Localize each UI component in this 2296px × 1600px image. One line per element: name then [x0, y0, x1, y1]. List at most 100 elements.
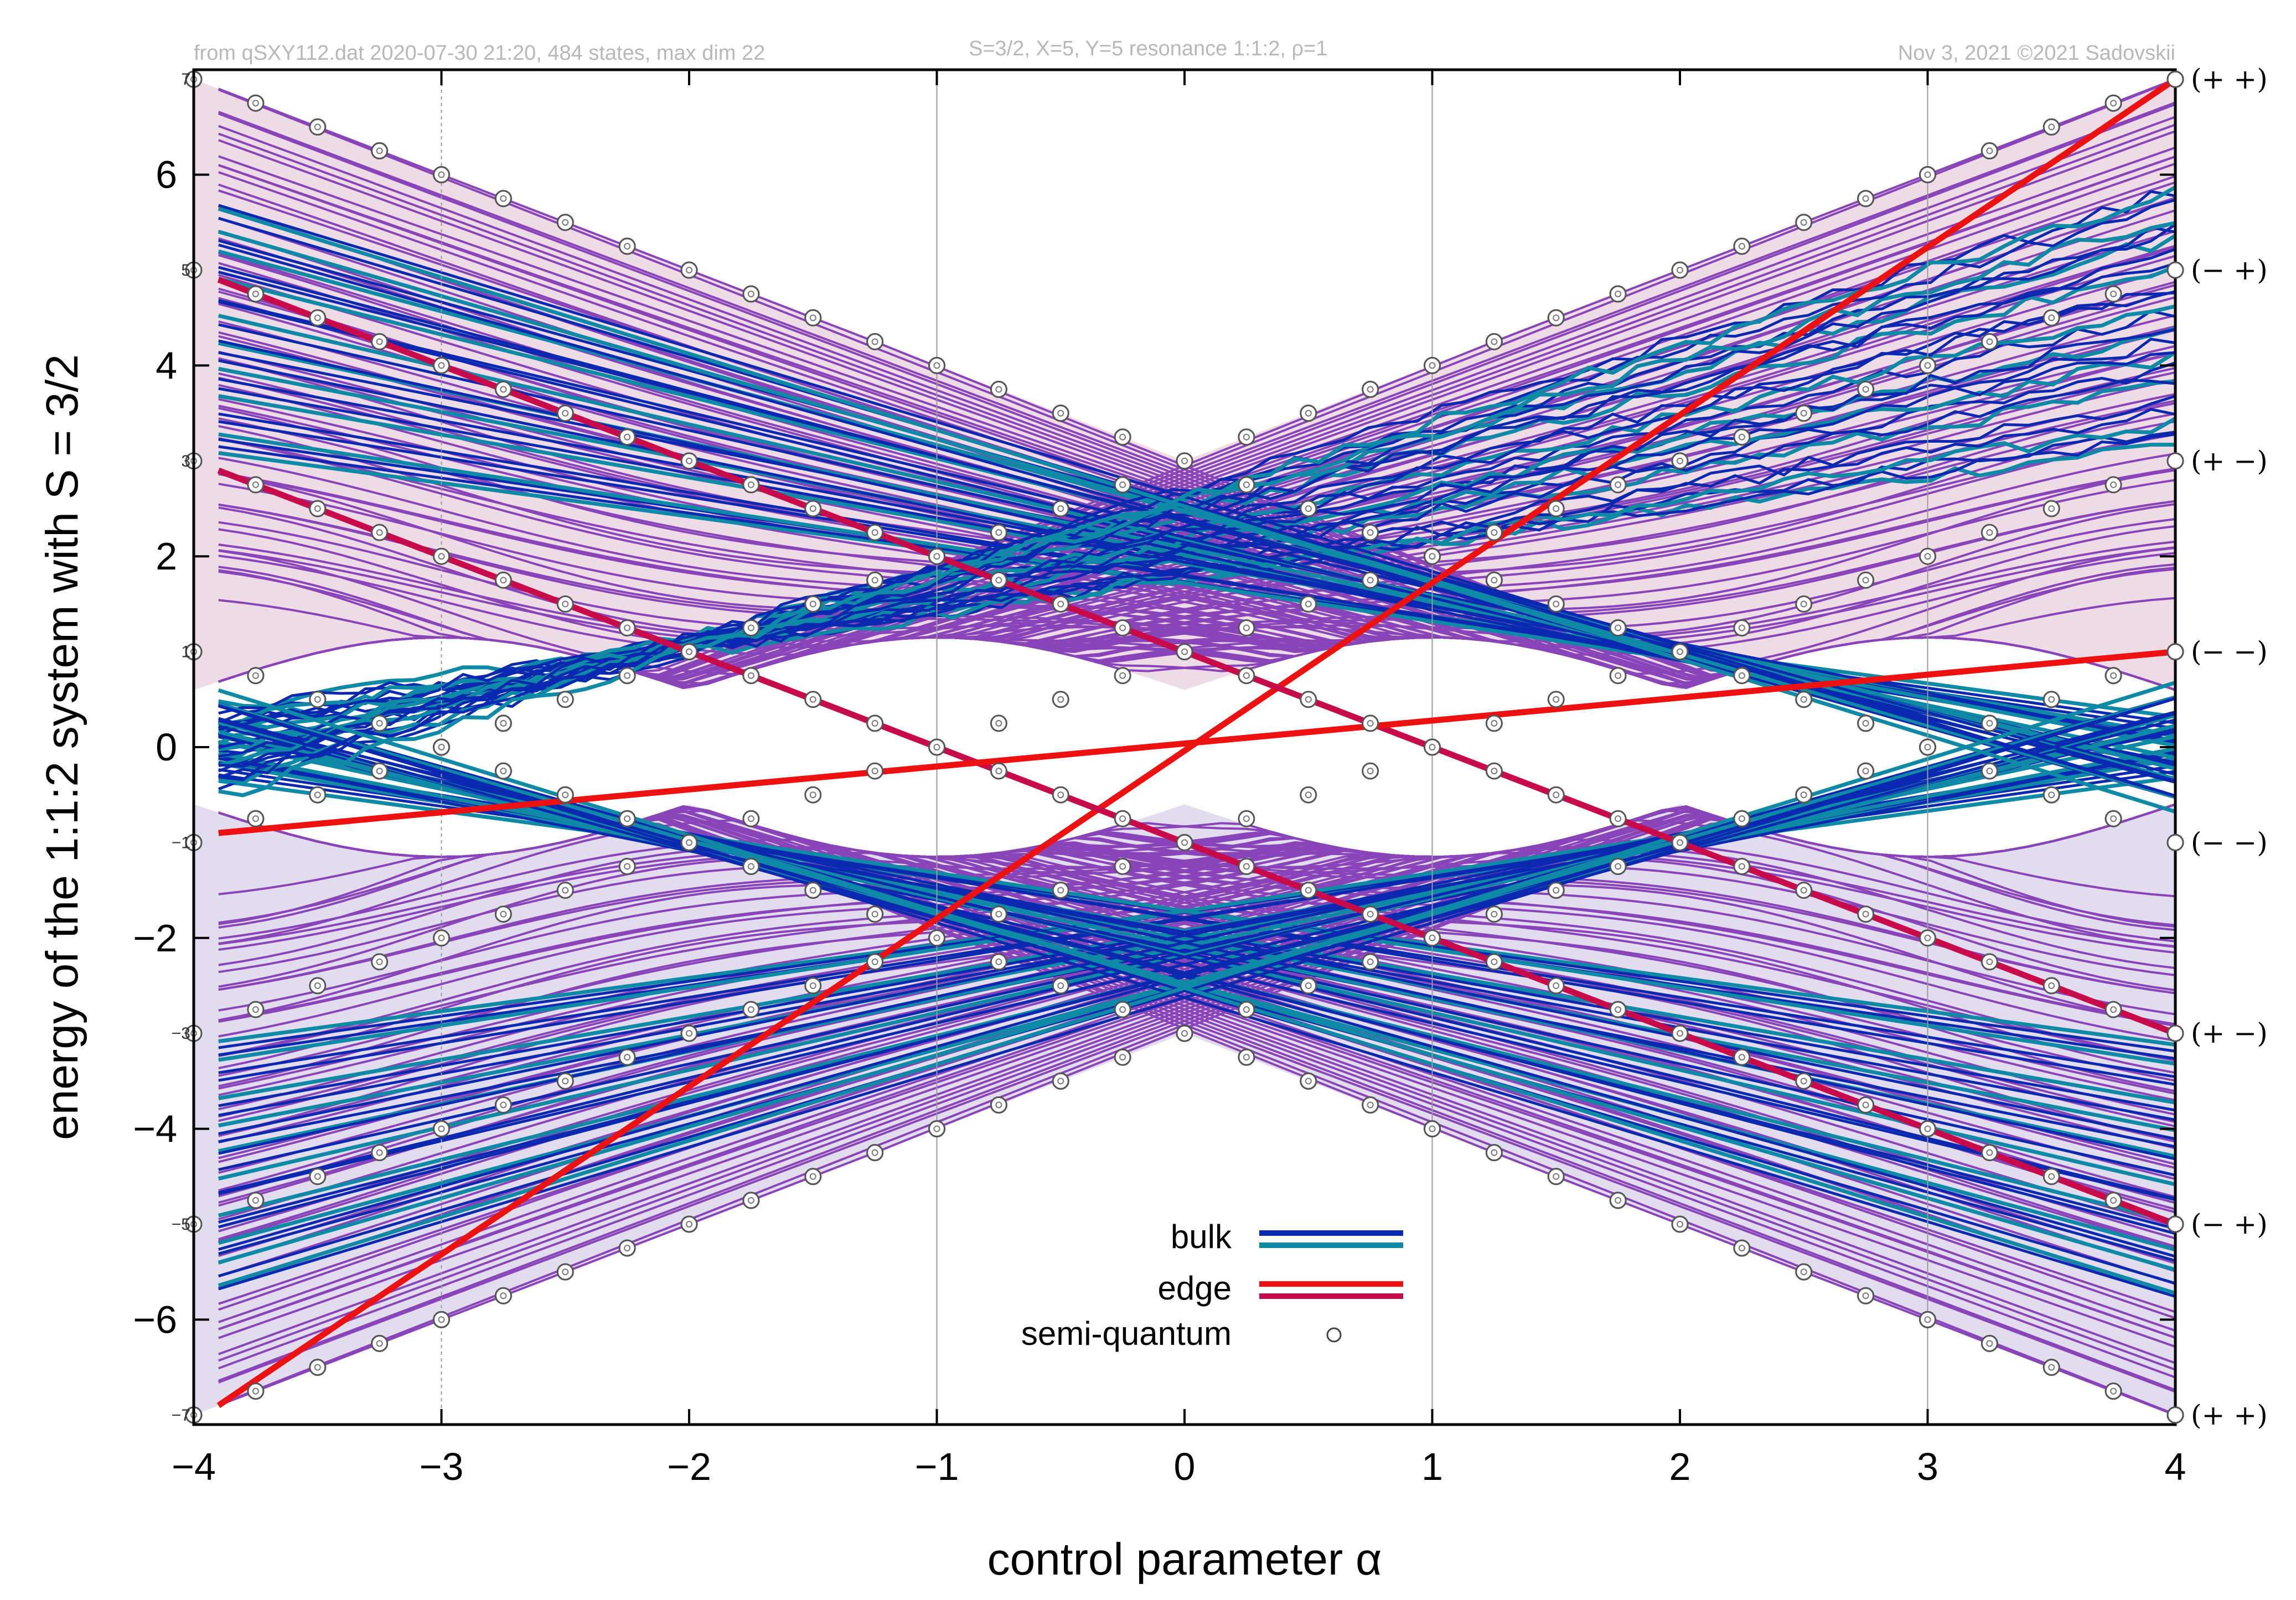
semi-quantum-point: [1857, 1096, 1875, 1114]
semi-quantum-point: [1114, 476, 1131, 494]
semi-quantum-point: [371, 142, 389, 160]
semi-quantum-point: [1919, 1120, 1936, 1138]
semi-quantum-point: [1052, 977, 1069, 995]
semi-quantum-point: [1238, 1001, 1255, 1018]
semi-quantum-point: [804, 309, 822, 327]
semi-quantum-point: [556, 214, 574, 231]
semi-quantum-point: [928, 1120, 945, 1138]
semi-quantum-point: [2042, 1359, 2060, 1376]
semi-quantum-point: [1362, 1096, 1379, 1114]
semi-quantum-point: [1052, 786, 1069, 804]
semi-quantum-point: [1857, 762, 1875, 780]
svg-text:−5: −5: [172, 1215, 190, 1234]
semi-quantum-point: [556, 405, 574, 422]
semi-quantum-point: [1424, 356, 1441, 374]
semi-quantum-point: [1609, 1192, 1627, 1209]
left-axis-values: 7 5 3 1 −1 −3 −5 −7: [172, 70, 190, 1425]
y-tick-label: 2: [156, 535, 177, 578]
semi-quantum-point: [371, 333, 389, 350]
semi-quantum-point: [618, 1239, 636, 1257]
semi-quantum-point: [1238, 1048, 1255, 1066]
semi-quantum-point: [371, 1144, 389, 1162]
semi-quantum-point: [1671, 643, 1689, 661]
semi-quantum-point: [433, 547, 450, 565]
semi-quantum-point: [680, 1215, 698, 1233]
right-axis-label: (+ −): [2166, 445, 2268, 477]
semi-quantum-point: [371, 953, 389, 971]
semi-quantum-point: [1733, 810, 1751, 827]
semi-quantum-point: [1609, 1001, 1627, 1018]
svg-text:(+ +): (+ +): [2191, 63, 2268, 95]
svg-text:−3: −3: [172, 1024, 190, 1043]
semi-quantum-point: [2104, 667, 2122, 685]
semi-quantum-point: [1857, 714, 1875, 732]
bulk-level-core: [218, 695, 2175, 1251]
semi-quantum-point: [1795, 1263, 1813, 1281]
semi-quantum-point: [804, 691, 822, 708]
semi-quantum-point: [371, 714, 389, 732]
semi-quantum-point: [1733, 667, 1751, 685]
semi-quantum-point: [1052, 595, 1069, 613]
semi-quantum-point: [1547, 691, 1565, 708]
semi-quantum-point: [742, 619, 760, 637]
legend-label-bulk: bulk: [1171, 1218, 1232, 1255]
semi-quantum-point: [494, 571, 512, 589]
semi-quantum-point: [1733, 1048, 1751, 1066]
semi-quantum-point: [1795, 1072, 1813, 1090]
semi-quantum-point: [804, 882, 822, 899]
semi-quantum-point: [804, 786, 822, 804]
semi-quantum-point: [556, 1072, 574, 1090]
bulk-level-core: [218, 751, 2175, 1132]
semi-quantum-point: [1547, 786, 1565, 804]
semi-quantum-point: [1547, 1168, 1565, 1185]
semi-quantum-point: [1919, 166, 1936, 184]
svg-text:(− −): (− −): [2191, 826, 2268, 858]
semi-quantum-point: [494, 190, 512, 208]
semi-quantum-point: [1980, 953, 1998, 971]
semi-quantum-point: [433, 356, 450, 374]
semi-quantum-point: [1300, 691, 1317, 708]
semi-quantum-point: [2104, 476, 2122, 494]
semi-quantum-point: [866, 571, 884, 589]
semi-quantum-point: [433, 1120, 450, 1138]
header-right: Nov 3, 2021 ©2021 Sadovskii: [1898, 42, 2175, 65]
semi-quantum-point: [556, 882, 574, 899]
semi-quantum-point: [1547, 595, 1565, 613]
semi-quantum-point: [866, 905, 884, 923]
semi-quantum-point: [1609, 285, 1627, 303]
right-axis-labels: (+ +) (− +) (+ −) (− −) (− −) (+ −) (− +) (+ +): [2166, 63, 2268, 1431]
semi-quantum-point: [742, 810, 760, 827]
semi-quantum-point: [1795, 595, 1813, 613]
svg-text:(+ −): (+ −): [2191, 1017, 2268, 1049]
semi-quantum-point: [309, 1359, 327, 1376]
band-upper-fill: [194, 79, 2175, 690]
semi-quantum-point: [1300, 786, 1317, 804]
semi-quantum-point: [433, 1311, 450, 1328]
svg-text:3: 3: [181, 452, 190, 470]
semi-quantum-point: [618, 428, 636, 446]
semi-quantum-point: [1609, 667, 1627, 685]
semi-quantum-point: [2042, 309, 2060, 327]
semi-quantum-point: [1238, 476, 1255, 494]
semi-quantum-point: [2042, 500, 2060, 517]
semi-quantum-point: [1980, 142, 1998, 160]
semi-quantum-point: [618, 1048, 636, 1066]
semi-quantum-point: [1362, 762, 1379, 780]
semi-quantum-point: [1857, 1287, 1875, 1304]
semi-quantum-point: [1795, 214, 1813, 231]
semi-quantum-point: [1114, 857, 1131, 875]
svg-text:(− +): (− +): [2191, 1208, 2268, 1240]
right-axis-label: (− +): [2166, 254, 2268, 286]
semi-quantum-point: [494, 762, 512, 780]
svg-text:(+ +): (+ +): [2191, 1399, 2268, 1431]
bulk-level: [218, 78, 2175, 683]
right-axis-label: (+ −): [2166, 1017, 2268, 1049]
semi-quantum-point: [247, 94, 265, 112]
semi-quantum-point: [2042, 1168, 2060, 1185]
svg-text:5: 5: [181, 261, 190, 279]
bulk-level-core: [218, 185, 2175, 798]
semi-quantum-point: [1362, 953, 1379, 971]
semi-quantum-point: [1176, 452, 1193, 470]
y-tick-label: −4: [133, 1107, 177, 1151]
semi-quantum-point: [1919, 738, 1936, 756]
